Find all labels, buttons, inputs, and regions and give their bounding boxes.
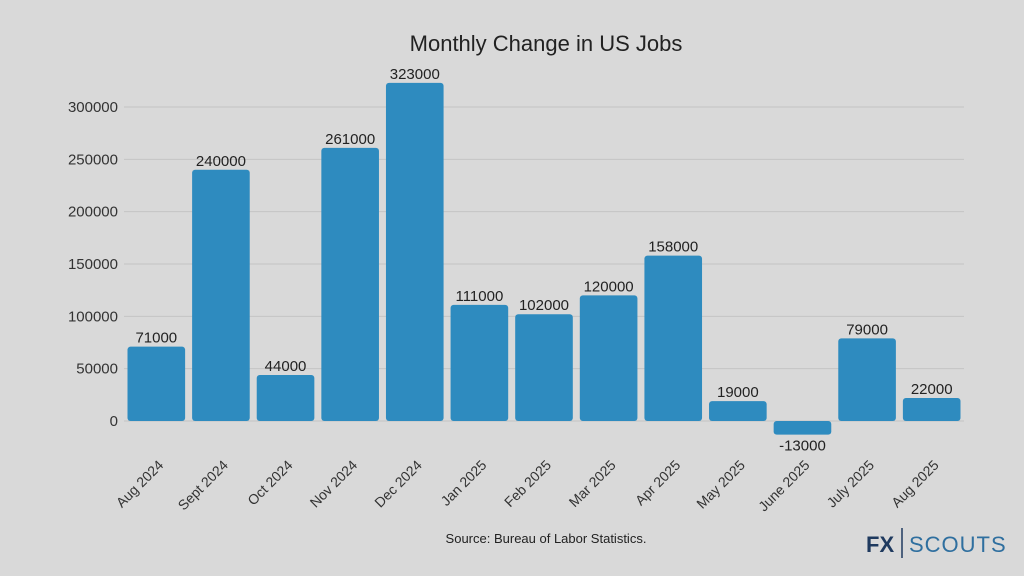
data-label: 19000 bbox=[717, 384, 759, 401]
bars bbox=[127, 82, 961, 435]
bar-feb-2025 bbox=[515, 314, 573, 421]
x-tick-label: Aug 2025 bbox=[888, 457, 942, 511]
bar-oct-2024 bbox=[256, 374, 315, 421]
x-tick-label: Dec 2024 bbox=[371, 457, 425, 511]
data-label: 102000 bbox=[519, 297, 569, 314]
bar-jan-2025 bbox=[450, 304, 509, 421]
x-axis-ticks: Aug 2024 Sept 2024 Oct 2024 Nov 2024 Dec 202… bbox=[113, 457, 942, 515]
data-label: 22000 bbox=[911, 381, 953, 398]
logo-scouts-text: SCOUTS bbox=[909, 532, 1007, 557]
bar-mar-2025 bbox=[579, 295, 638, 421]
y-tick-label: 250000 bbox=[68, 151, 118, 168]
y-tick-label: 150000 bbox=[68, 256, 118, 273]
x-tick-label: Aug 2024 bbox=[113, 457, 167, 511]
data-labels: 71000 240000 44000 261000 323000 111000 102000… bbox=[135, 66, 952, 455]
logo-fx-text: FX bbox=[866, 532, 894, 557]
bar-dec-2024 bbox=[385, 82, 444, 421]
bar-aug-2025 bbox=[902, 397, 961, 421]
y-tick-label: 50000 bbox=[76, 361, 118, 378]
data-label: -13000 bbox=[779, 438, 826, 455]
data-label: 111000 bbox=[455, 288, 503, 305]
y-axis-ticks: 0 50000 100000 150000 200000 250000 300000 bbox=[68, 99, 118, 430]
x-tick-label: Mar 2025 bbox=[566, 457, 619, 510]
data-label: 79000 bbox=[846, 321, 888, 338]
x-tick-label: Nov 2024 bbox=[307, 457, 361, 511]
source-note: Source: Bureau of Labor Statistics. bbox=[446, 531, 647, 546]
bar-aug-2024 bbox=[127, 346, 186, 421]
data-label: 261000 bbox=[325, 131, 375, 148]
y-tick-label: 0 bbox=[110, 413, 118, 430]
x-tick-label: Sept 2024 bbox=[175, 457, 232, 514]
data-label: 323000 bbox=[390, 66, 440, 83]
bar-may-2025 bbox=[709, 401, 767, 421]
bar-june-2025 bbox=[773, 421, 832, 435]
data-label: 240000 bbox=[196, 153, 246, 170]
x-tick-label: Jan 2025 bbox=[437, 457, 489, 509]
y-tick-label: 100000 bbox=[68, 308, 118, 325]
x-tick-label: Apr 2025 bbox=[632, 457, 684, 509]
chart-title: Monthly Change in US Jobs bbox=[410, 31, 683, 56]
bar-apr-2025 bbox=[644, 255, 703, 421]
bar-nov-2024 bbox=[321, 147, 379, 421]
data-label: 158000 bbox=[648, 239, 698, 256]
y-tick-label: 300000 bbox=[68, 99, 118, 116]
bar-sept-2024 bbox=[192, 169, 250, 421]
x-tick-label: Feb 2025 bbox=[501, 457, 554, 510]
x-tick-label: July 2025 bbox=[824, 457, 878, 511]
bar-july-2025 bbox=[838, 338, 896, 421]
x-tick-label: May 2025 bbox=[693, 457, 748, 512]
x-tick-label: Oct 2024 bbox=[244, 457, 296, 509]
data-label: 120000 bbox=[584, 278, 634, 295]
x-tick-label: June 2025 bbox=[755, 457, 813, 515]
fxscouts-logo: FX SCOUTS bbox=[866, 528, 1007, 558]
data-label: 44000 bbox=[265, 358, 307, 375]
y-tick-label: 200000 bbox=[68, 204, 118, 221]
data-label: 71000 bbox=[135, 330, 177, 347]
